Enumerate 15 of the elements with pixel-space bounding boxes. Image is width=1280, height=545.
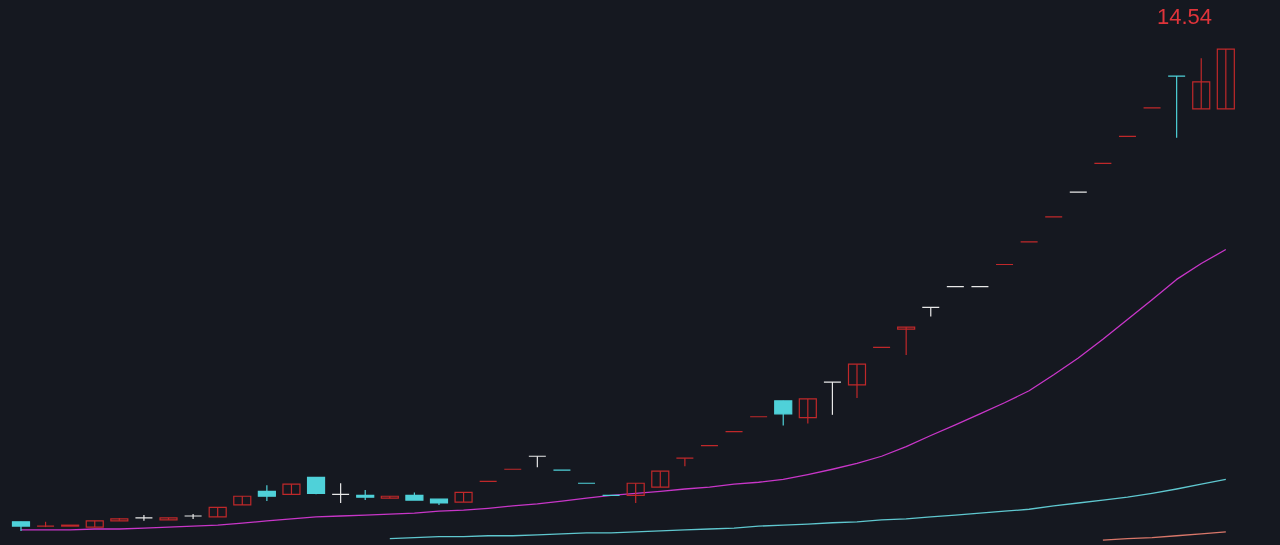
candlestick [1192,57,1211,110]
candlestick [675,457,694,467]
candlestick [774,400,793,427]
candlestick [331,482,350,504]
candlestick [823,381,842,416]
text: 14.54 [1156,4,1212,29]
candlestick [1216,48,1235,110]
candlestick [847,363,867,399]
candlestick [1167,75,1186,139]
candlestick [134,514,154,522]
candlestick [897,326,916,356]
candlestick [798,398,817,425]
candlestick [626,482,645,504]
candlestick [257,484,276,502]
candlestick [184,513,203,520]
